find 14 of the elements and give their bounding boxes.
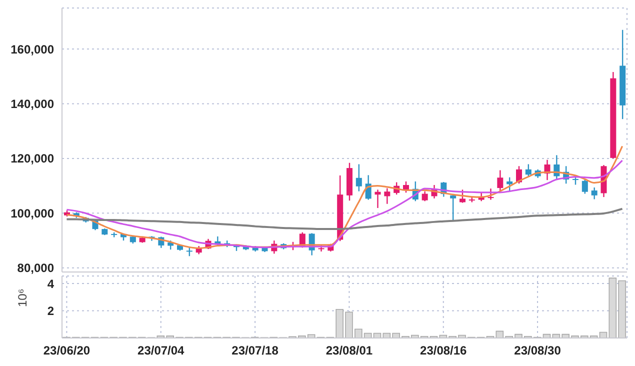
y-tick-label: 120,000 xyxy=(10,152,54,166)
y-tick-label: 80,000 xyxy=(17,261,54,276)
x-tick-label: 23/08/01 xyxy=(326,344,373,358)
y-tick-label: 140,000 xyxy=(10,97,54,112)
y-tick-label: 4 xyxy=(47,276,54,291)
x-tick-label: 23/08/30 xyxy=(514,344,562,358)
y-tick-label: 160,000 xyxy=(10,42,54,56)
x-tick-label: 23/07/18 xyxy=(232,344,279,358)
y-tick-label: 100,000 xyxy=(10,206,54,220)
y-tick-label: 2 xyxy=(47,304,54,318)
x-tick-label: 23/07/04 xyxy=(138,344,185,358)
y-axis-title: 10⁶ xyxy=(15,288,30,307)
x-tick-label: 23/06/20 xyxy=(43,344,90,358)
x-tick-label: 23/08/16 xyxy=(420,344,468,358)
